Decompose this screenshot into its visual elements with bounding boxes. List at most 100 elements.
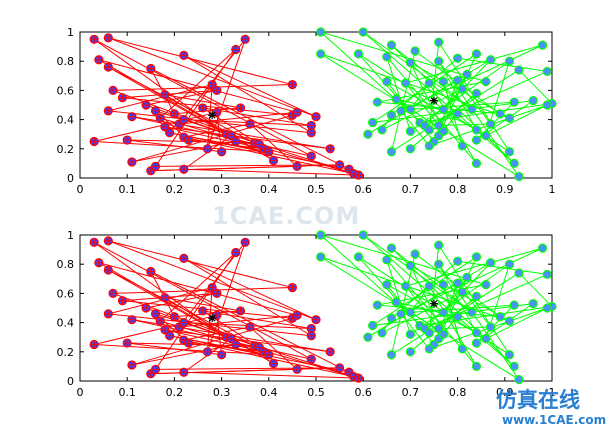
red-data-point	[335, 160, 345, 170]
series-edge	[150, 68, 350, 170]
x-tick-label: 0.2	[166, 386, 184, 399]
x-tick-label: 0.8	[449, 386, 467, 399]
series-edge	[131, 116, 312, 157]
green-data-point	[405, 126, 415, 136]
series-edge	[155, 252, 237, 370]
green-data-point	[537, 243, 548, 253]
watermark-text: 1CAE.COM	[212, 202, 360, 230]
series-edge	[391, 44, 473, 110]
red-data-point	[254, 139, 264, 150]
red-data-point	[264, 147, 274, 157]
red-data-point	[150, 106, 161, 116]
green-data-point	[424, 281, 434, 291]
series-edge	[438, 53, 477, 136]
series-edge	[113, 84, 293, 91]
y-tick-label: 0.6	[57, 287, 75, 300]
series-edge	[206, 84, 213, 149]
green-data-point	[453, 278, 463, 288]
top-scatter-plot: 0 0.1 0.2 0.3 0.4 0.5 0.6 0.7 0.8 0.9 1 0 0.2 0.4 0.6 0…	[57, 26, 557, 196]
red-data-point	[103, 33, 113, 43]
red-data-point	[245, 119, 255, 129]
green-data-point	[471, 328, 482, 338]
series-edge	[405, 285, 440, 329]
green-data-point	[528, 299, 538, 309]
red-data-point	[179, 318, 189, 328]
series-edge	[381, 291, 463, 334]
series-edge	[159, 252, 237, 322]
series-edge	[518, 272, 553, 307]
y-tick-label: 0.4	[57, 317, 75, 330]
red-data-point	[226, 334, 236, 344]
red-data-point	[179, 367, 189, 377]
series-edge	[98, 262, 274, 364]
green-data-point	[424, 328, 434, 338]
green-data-point	[316, 230, 326, 240]
red-data-point	[94, 55, 104, 65]
x-tick-label: 0.8	[449, 183, 467, 196]
series-edge	[183, 371, 359, 379]
red-data-point	[212, 107, 222, 117]
series-edge	[372, 100, 534, 124]
red-data-point	[292, 107, 302, 117]
green-data-point	[434, 120, 444, 131]
series-edge	[410, 92, 477, 150]
series-edge	[179, 111, 298, 125]
series-edge	[443, 262, 492, 313]
red-data-point	[103, 106, 113, 116]
x-tick-label: 0	[77, 183, 84, 196]
series-edge	[386, 284, 477, 334]
green-data-point	[424, 125, 434, 135]
series-edge	[164, 297, 241, 312]
green-data-point	[504, 350, 515, 360]
green-data-point	[405, 261, 415, 271]
green-data-point	[481, 131, 491, 141]
green-data-point	[434, 323, 444, 334]
green-data-point	[382, 77, 392, 87]
red-data-point	[146, 266, 156, 277]
series-edge	[93, 241, 312, 360]
green-data-point	[368, 320, 378, 331]
red-data-point	[231, 247, 241, 258]
green-data-point	[316, 27, 326, 37]
red-data-point	[292, 310, 302, 320]
red-data-point	[207, 79, 217, 90]
y-tick-label: 0.8	[57, 258, 75, 271]
series-edge	[443, 59, 492, 110]
red-data-point	[292, 161, 302, 171]
green-data-point	[528, 96, 538, 106]
series-edge	[159, 49, 237, 119]
series-edge	[405, 82, 440, 126]
x-tick-label: 0.5	[307, 386, 325, 399]
green-data-point	[453, 109, 463, 119]
red-data-point	[89, 136, 99, 147]
red-data-point	[169, 312, 179, 322]
green-data-point	[542, 100, 552, 110]
series-edge	[122, 97, 293, 116]
red-data-point	[325, 347, 335, 357]
red-data-point	[179, 164, 189, 174]
green-data-point	[405, 58, 415, 68]
centroid-marker	[208, 314, 217, 323]
red-data-point	[306, 331, 316, 341]
green-data-point	[486, 55, 496, 65]
red-data-point	[212, 85, 222, 96]
green-data-point	[386, 243, 397, 253]
series-edge	[438, 256, 477, 339]
green-data-point	[509, 158, 519, 168]
green-data-point	[434, 56, 444, 66]
y-tick-label: 0	[67, 172, 74, 185]
green-data-point	[486, 119, 496, 129]
green-data-point	[438, 307, 449, 317]
green-data-point	[353, 252, 364, 262]
red-data-point	[306, 151, 316, 161]
green-data-point	[504, 316, 515, 326]
green-data-point	[481, 334, 491, 344]
series-edge	[206, 242, 246, 352]
red-data-point	[198, 306, 208, 316]
y-tick-label: 1	[67, 26, 74, 39]
series-edge	[400, 313, 430, 350]
series-edge	[108, 240, 293, 289]
green-data-point	[504, 259, 515, 269]
series-edge	[183, 54, 312, 134]
red-data-point	[150, 309, 161, 319]
